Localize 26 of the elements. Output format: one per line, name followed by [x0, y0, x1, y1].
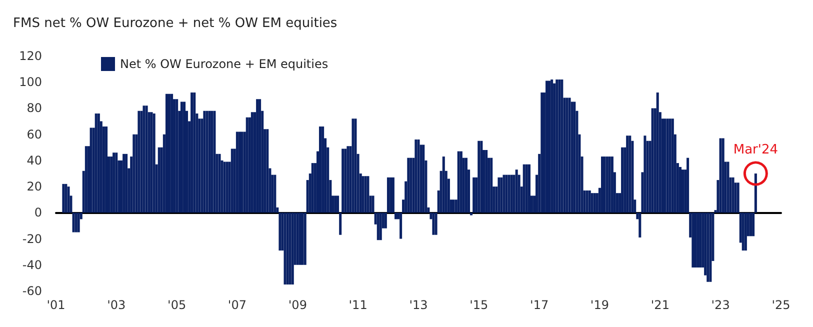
- x-tick-label: '11: [348, 298, 368, 312]
- x-tick-label: '25: [772, 298, 790, 312]
- chart-title: FMS net % OW Eurozone + net % OW EM equities: [13, 16, 338, 31]
- x-tick-label: '21: [650, 298, 670, 312]
- y-tick-label: 0: [34, 206, 42, 220]
- legend-label: Net % OW Eurozone + EM equities: [120, 57, 328, 71]
- y-tick-label: 120: [19, 49, 42, 63]
- y-tick-label: 40: [26, 153, 42, 168]
- y-tick-label: 100: [19, 75, 42, 90]
- y-tick-label: 60: [26, 127, 42, 142]
- y-tick-label: -60: [22, 284, 42, 298]
- x-tick-label: '17: [530, 298, 549, 312]
- x-tick-label: '01: [46, 298, 66, 312]
- y-tick-label: -40: [22, 258, 42, 272]
- y-tick-label: -20: [22, 232, 42, 246]
- y-tick-label: 80: [26, 101, 42, 116]
- x-tick-label: '13: [409, 298, 428, 312]
- x-tick-label: '23: [711, 298, 730, 312]
- x-tick-label: '15: [470, 298, 488, 312]
- x-tick-label: '09: [288, 298, 307, 312]
- x-tick-label: '07: [228, 298, 246, 312]
- x-tick-label: '19: [590, 298, 609, 312]
- annotation: Mar'24: [733, 142, 778, 158]
- y-tick-label: 20: [26, 180, 42, 194]
- x-tick-label: '03: [107, 298, 126, 312]
- x-tick-label: '05: [168, 298, 186, 312]
